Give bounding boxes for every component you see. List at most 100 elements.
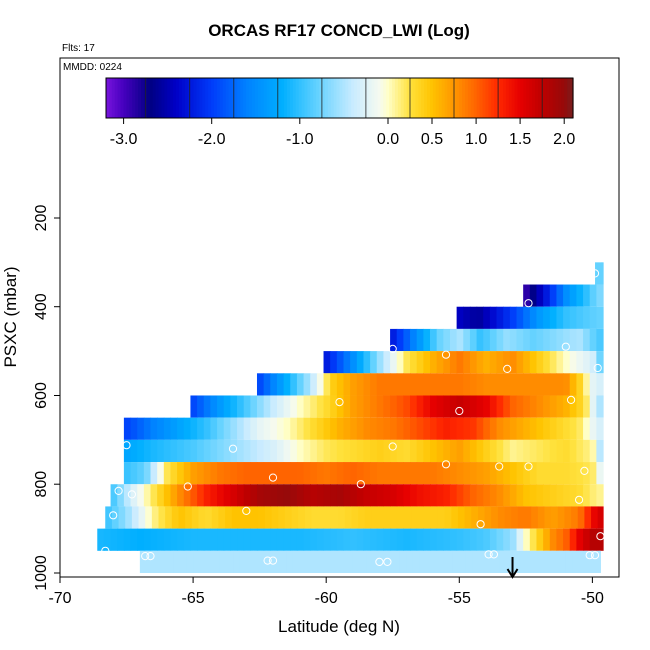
heatmap-cell: [589, 528, 597, 551]
heatmap-cell: [430, 395, 438, 418]
heatmap-cell: [523, 306, 531, 329]
heatmap-cell: [197, 439, 205, 463]
heatmap-cell: [304, 506, 313, 529]
heatmap-cell: [346, 550, 354, 573]
heatmap-cell: [410, 373, 418, 396]
heatmap-cell: [310, 528, 318, 551]
colorbar-segment: [447, 78, 452, 118]
colorbar-segment: [523, 78, 527, 118]
heatmap-cell: [543, 395, 551, 418]
sample-point: [567, 395, 576, 404]
colorbar-segment: [459, 78, 463, 118]
heatmap-cell: [410, 484, 418, 507]
heatmap-cell: [137, 462, 145, 485]
colorbar-tick-label: -3.0: [110, 131, 138, 148]
heatmap-cell: [276, 462, 285, 485]
heatmap-cell: [118, 506, 126, 529]
colorbar-segment: [441, 78, 446, 118]
colorbar-segment: [517, 78, 522, 118]
heatmap-cell: [523, 417, 531, 440]
heatmap-cell: [350, 351, 358, 374]
heatmap-cell: [310, 439, 318, 463]
colorbar-segment: [321, 78, 326, 118]
sample-point: [585, 551, 594, 560]
heatmap-cell: [483, 351, 491, 374]
heatmap-cell: [456, 351, 464, 374]
heatmap-cell: [398, 506, 406, 529]
heatmap-cell: [410, 351, 418, 374]
colorbar: -3.0 -2.0 -1.0 0.0 0.5 1.0 1.5 2.0: [105, 77, 575, 148]
colorbar-segment: [146, 78, 151, 118]
heatmap-cell: [263, 528, 271, 551]
heatmap-cell: [556, 462, 564, 485]
heatmap-cell: [350, 373, 358, 396]
heatmap-cell: [516, 417, 524, 440]
heatmap-cell: [390, 373, 398, 396]
heatmap-cell: [330, 351, 338, 374]
heatmap-cell: [503, 462, 511, 485]
colorbar-segment: [216, 78, 221, 118]
heatmap-cell: [556, 373, 564, 396]
heatmap-cell: [344, 506, 353, 529]
heatmap-cell: [456, 528, 464, 551]
colorbar-segment: [219, 78, 224, 118]
heatmap-cell: [469, 395, 478, 418]
heatmap-cell: [516, 306, 524, 329]
colorbar-segment: [508, 78, 513, 118]
heatmap-cell: [432, 550, 440, 573]
colorbar-segment: [418, 78, 422, 118]
heatmap-cell: [563, 439, 571, 463]
heatmap-cell: [596, 462, 604, 485]
colorbar-segment: [251, 78, 256, 118]
colorbar-segment: [435, 78, 440, 118]
heatmap-cell: [552, 550, 560, 573]
heatmap-cell: [416, 439, 424, 463]
heatmap-cell: [290, 417, 298, 440]
heatmap-cell: [183, 462, 192, 485]
colorbar-segment: [570, 78, 574, 118]
x-tick-label: -70: [48, 590, 71, 607]
heatmap-cell: [476, 395, 484, 418]
heatmap-cell: [243, 462, 251, 485]
heatmap-cell: [509, 417, 518, 440]
heatmap-cell: [503, 306, 511, 329]
heatmap-cell: [549, 284, 558, 307]
colorbar-segment: [304, 78, 308, 118]
heatmap-cell: [456, 417, 464, 440]
heatmap-cell: [217, 484, 225, 507]
heatmap-cell: [323, 417, 331, 440]
heatmap-cell: [509, 462, 518, 485]
heatmap-cell: [556, 484, 564, 507]
heatmap-cell: [423, 462, 431, 485]
heatmap-cell: [243, 439, 251, 463]
colorbar-segment: [444, 78, 449, 118]
heatmap-cell: [536, 417, 544, 440]
heatmap-cell: [483, 328, 491, 352]
heatmap-cell: [163, 484, 172, 507]
sample-point: [122, 441, 131, 450]
colorbar-segment: [377, 78, 381, 118]
colorbar-segment: [316, 78, 320, 118]
heatmap-cell: [351, 506, 359, 529]
heatmap-cell: [250, 417, 258, 440]
heatmap-cell: [343, 462, 351, 485]
heatmap-cell: [150, 484, 158, 507]
heatmap-cell: [131, 506, 140, 529]
heatmap-cell: [137, 484, 145, 507]
heatmap-cell: [496, 306, 504, 329]
heatmap-cell: [191, 506, 200, 529]
heatmap-cell: [549, 417, 558, 440]
sample-point: [228, 444, 238, 453]
heatmap-cell: [423, 417, 431, 440]
colorbar-segment: [289, 78, 294, 118]
sample-point: [335, 398, 344, 407]
heatmap-cell: [319, 550, 327, 573]
heatmap-cell: [563, 395, 571, 418]
heatmap-cell: [436, 462, 444, 485]
heatmap-cell: [503, 484, 511, 507]
heatmap-cell: [276, 395, 285, 418]
sample-point: [503, 364, 512, 373]
heatmap-cell: [524, 506, 532, 529]
heatmap-cell: [290, 484, 298, 507]
heatmap-cell: [583, 395, 591, 418]
